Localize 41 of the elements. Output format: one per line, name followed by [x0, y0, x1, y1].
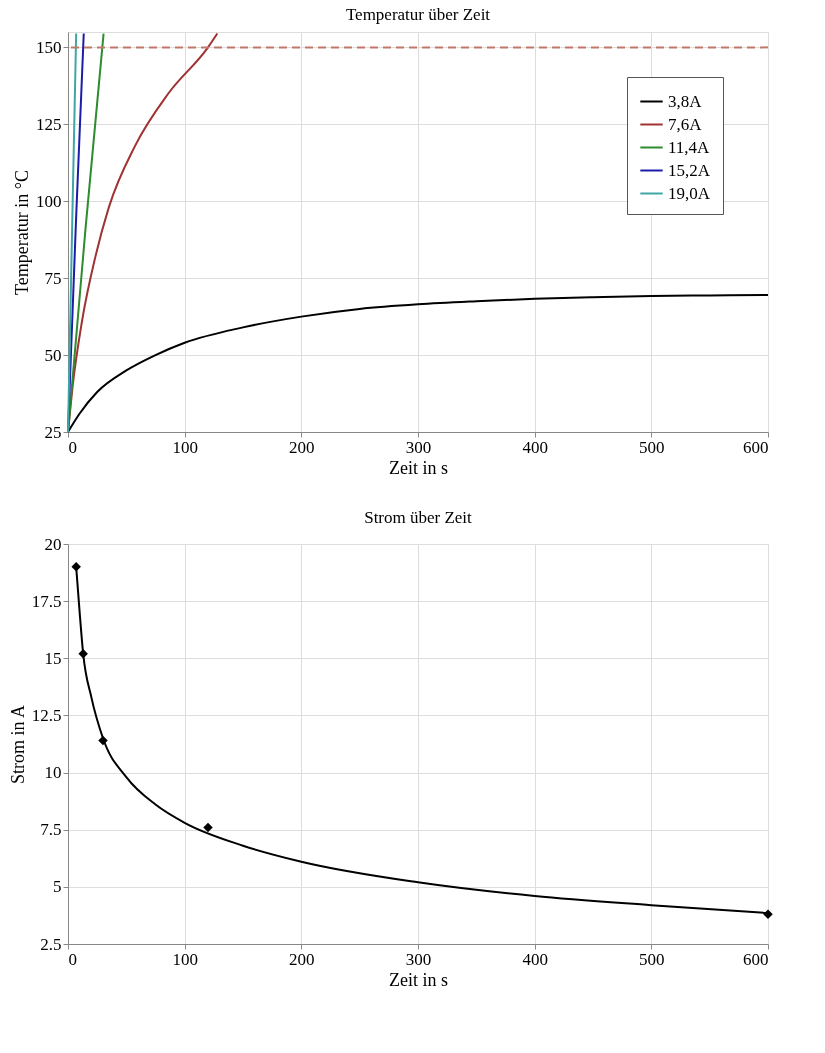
y-tick-label: 75 [44, 268, 62, 288]
legend-label: 7,6A [668, 114, 703, 134]
y-tick-label: 12.5 [31, 705, 62, 725]
x-tick-label: 500 [639, 949, 665, 969]
y-tick-label: 5 [53, 877, 62, 897]
y-axis-title: Temperatur in °C [12, 170, 32, 295]
y-tick-label: 100 [36, 191, 62, 211]
x-tick-label: 100 [172, 949, 198, 969]
x-axis-title: Zeit in s [389, 969, 448, 990]
y-tick-label: 150 [36, 37, 62, 57]
x-tick-label: 600 [743, 949, 769, 969]
legend-label: 15,2A [668, 160, 711, 180]
y-axis-title: Strom in A [7, 704, 28, 785]
x-tick-label: 300 [405, 437, 432, 457]
chart-title: Temperatur über Zeit [345, 5, 491, 24]
x-tick-label: 600 [743, 437, 769, 457]
y-tick-label: 2.5 [40, 934, 62, 954]
legend-label: 19,0A [668, 183, 711, 203]
x-tick-label: 0 [68, 949, 77, 969]
y-tick-label: 50 [44, 345, 62, 365]
x-axis-title: Zeit in s [389, 457, 448, 478]
point [763, 909, 773, 920]
x-tick-label: 200 [289, 437, 315, 457]
y-tick-label: 125 [36, 114, 62, 134]
legend-label: 11,4A [668, 137, 711, 157]
y-tick-label: 25 [44, 422, 62, 442]
legend-label: 3,8A [668, 91, 703, 111]
x-tick-label: 400 [522, 949, 548, 969]
y-tick-label: 10 [44, 763, 62, 783]
x-tick-label: 300 [405, 949, 432, 969]
x-tick-label: 200 [289, 949, 315, 969]
y-tick-label: 7.5 [40, 820, 62, 840]
x-tick-label: 0 [68, 437, 77, 457]
y-tick-label: 15 [44, 648, 62, 668]
point [203, 822, 213, 833]
x-tick-label: 500 [639, 437, 665, 457]
y-tick-label: 20 [44, 534, 62, 554]
chart-title: Strom über Zeit [364, 508, 473, 527]
x-tick-label: 100 [172, 437, 198, 457]
y-tick-label: 17.5 [31, 591, 62, 611]
x-tick-label: 400 [522, 437, 548, 457]
